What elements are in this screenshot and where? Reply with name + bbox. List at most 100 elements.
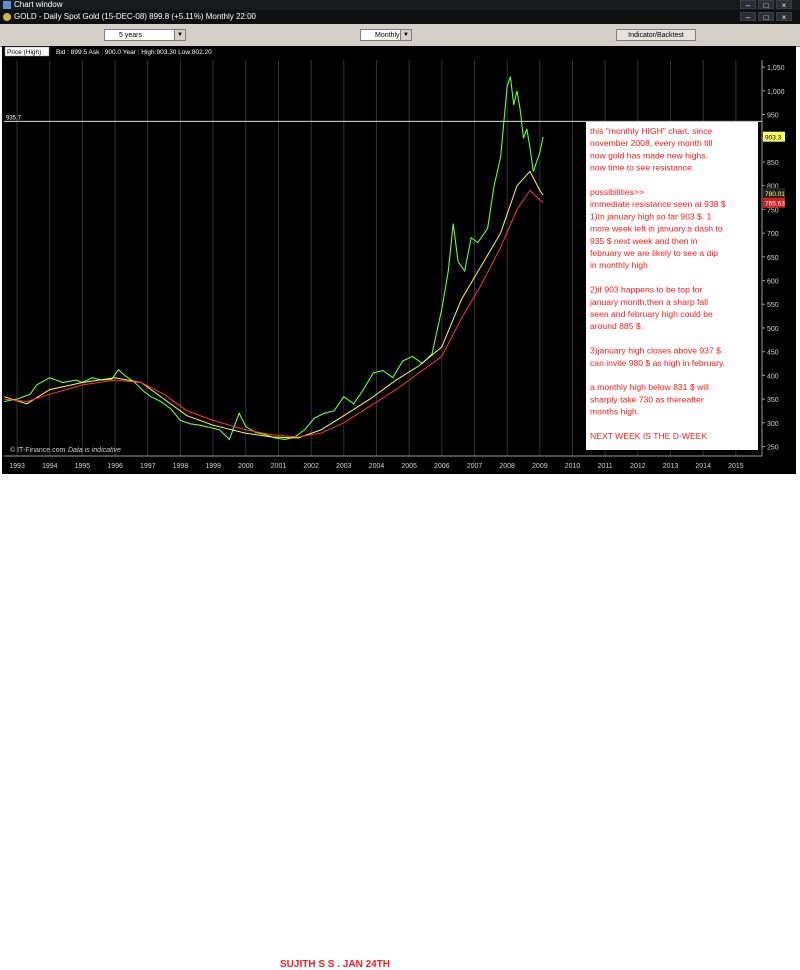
y-tick-label: 650	[767, 255, 779, 262]
annotation-line: 3)january high closes above 937 $	[590, 346, 721, 356]
ma-slow-label-box	[763, 197, 785, 208]
x-tick-label: 1998	[173, 463, 189, 470]
annotation-line: more week left in january.a dash to	[590, 224, 723, 234]
current-price-label-box	[763, 131, 785, 142]
series-line-ma_slow	[3, 189, 544, 438]
x-tick-label: 2015	[728, 463, 744, 470]
x-tick-label: 1993	[9, 463, 25, 470]
period-select[interactable]: 5 years ▼	[104, 29, 186, 41]
x-tick-label: 2007	[467, 463, 483, 470]
chart-minimize-button[interactable]: –	[740, 12, 756, 22]
indicator-backtest-button[interactable]: Indicator/Backtest	[616, 29, 696, 41]
app-icon	[3, 1, 11, 9]
x-tick-label: 1997	[140, 463, 156, 470]
price-chart: 1993 1994 1995 1996 1997 1998 1999 2000 2001 2002…	[3, 46, 785, 470]
resistance-label: 935.7	[6, 115, 22, 121]
x-tick-label: 2003	[336, 463, 352, 470]
y-tick-label: 700	[767, 231, 779, 238]
x-tick-label: 2010	[565, 463, 581, 470]
annotation-line: a monthly high below 831 $ will	[590, 382, 709, 392]
y-tick-label: 250	[767, 445, 779, 452]
annotation-line: seen and february high could be	[590, 309, 713, 319]
x-tick-label: 2006	[434, 463, 450, 470]
y-tick-label: 1,000	[767, 89, 785, 96]
y-tick-label: 300	[767, 421, 779, 428]
x-tick-label: 2004	[369, 463, 385, 470]
y-tick-label: 750	[767, 207, 779, 214]
window-titlebar: Chart window – □ ×	[0, 0, 800, 10]
x-tick-label: 2014	[695, 463, 711, 470]
x-tick-label: 2000	[238, 463, 254, 470]
y-tick-label: 600	[767, 279, 779, 286]
chart-area[interactable]: 1993 1994 1995 1996 1997 1998 1999 2000 2001 2002…	[2, 46, 796, 474]
x-tick-label: 1996	[107, 463, 123, 470]
footer-area: SUJITH S S . JAN 24TH	[0, 476, 800, 970]
y-tick-label: 500	[767, 326, 779, 333]
instrument-text: GOLD - Daily Spot Gold (15-DEC-08) 899.8…	[14, 12, 256, 21]
chart-close-button[interactable]: ×	[776, 12, 792, 22]
annotation-line: possibilities>>	[590, 187, 644, 197]
x-tick-label: 2013	[663, 463, 679, 470]
y-tick-label: 850	[767, 160, 779, 167]
window-title: Chart window	[14, 0, 63, 9]
annotation-line: sharply take 730 as thereafter	[590, 394, 704, 404]
annotation-line: now time to see resistance.	[590, 163, 694, 173]
ma-fast-label: 780.01	[765, 191, 785, 198]
x-tick-label: 1995	[75, 463, 91, 470]
x-tick-label: 2001	[271, 463, 287, 470]
annotation-line: february we are likely to see a dip	[590, 248, 718, 258]
annotation-line: immediate resistance seen at 938 $	[590, 199, 726, 209]
x-tick-label: 1999	[205, 463, 221, 470]
quote-text: Bid : 899.5 Ask : 900.0 Year : High:903.…	[56, 49, 212, 56]
y-tick-label: 400	[767, 373, 779, 380]
y-tick-label: 950	[767, 113, 779, 120]
gold-icon	[3, 13, 11, 21]
annotation-line: NEXT WEEK IS THE D-WEEK	[590, 431, 707, 441]
y-tick-label: 350	[767, 397, 779, 404]
y-tick-label: 1,050	[767, 65, 785, 72]
watermark-left: © IT-Finance.com	[10, 446, 66, 454]
annotation-line: november 2008, every month till	[590, 138, 712, 148]
x-tick-label: 2005	[401, 463, 417, 470]
annotation-line: 2)if 903 happens to be top for	[590, 285, 702, 295]
minimize-button[interactable]: –	[740, 0, 756, 10]
interval-select[interactable]: Monthly ▼	[360, 29, 412, 41]
annotation-line: in monthly high	[590, 260, 648, 270]
maximize-button[interactable]: □	[758, 0, 774, 10]
period-select-value: 5 years	[119, 32, 142, 39]
author-caption: SUJITH S S . JAN 24TH	[280, 959, 391, 970]
x-tick-label: 1994	[42, 463, 58, 470]
chart-restore-button[interactable]: □	[758, 12, 774, 22]
interval-select-value: Monthly	[375, 32, 400, 39]
control-bar: 5 years ▼ Monthly ▼ Indicator/Backtest	[0, 24, 800, 47]
annotation-line: 1)In january high so far 903 $. 1	[590, 211, 712, 221]
x-tick-label: 2011	[598, 463, 613, 470]
y-tick-label: 550	[767, 302, 779, 309]
annotation-line: this "monthly HIGH" chart. since	[590, 126, 712, 136]
annotation-line: 935 $ next week and then in	[590, 236, 698, 246]
x-tick-label: 2008	[499, 463, 515, 470]
close-button[interactable]: ×	[776, 0, 792, 10]
series-line-ma_fast	[3, 170, 544, 439]
instrument-bar: GOLD - Daily Spot Gold (15-DEC-08) 899.8…	[0, 10, 800, 24]
watermark-right: Data is indicative	[68, 447, 121, 454]
price-box-label: Price (High)	[7, 49, 41, 56]
chevron-down-icon[interactable]: ▼	[400, 30, 411, 40]
x-tick-label: 2002	[303, 463, 319, 470]
ma-slow-label: 765.63	[765, 201, 785, 208]
series-line-price	[3, 76, 544, 441]
current-price-label: 903.3	[765, 135, 782, 142]
y-tick-label: 450	[767, 350, 779, 357]
annotation-panel	[586, 122, 758, 450]
annotation-line: now gold has made new highs.	[590, 150, 708, 160]
y-tick-label: 800	[767, 184, 779, 191]
ma-fast-label-box	[763, 187, 785, 198]
price-box	[4, 46, 50, 57]
x-tick-label: 2012	[630, 463, 646, 470]
annotation-line: months high.	[590, 407, 639, 417]
x-tick-label: 2009	[532, 463, 548, 470]
annotation-line: january month,then a sharp fall	[589, 297, 708, 307]
annotation-line: can invite 980 $ as high in february.	[590, 358, 725, 368]
annotation-line: around 885 $.	[590, 321, 643, 331]
chevron-down-icon[interactable]: ▼	[174, 30, 185, 40]
